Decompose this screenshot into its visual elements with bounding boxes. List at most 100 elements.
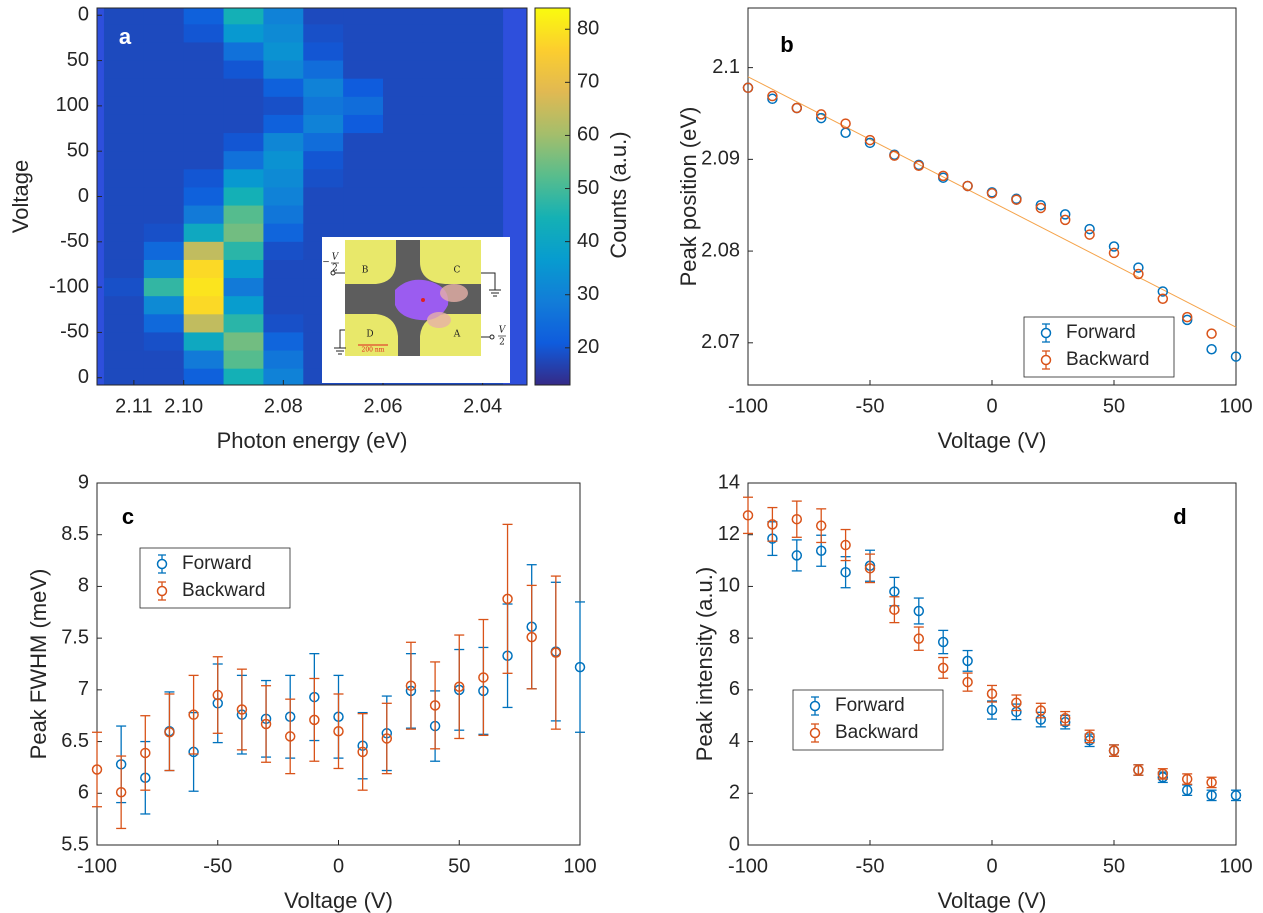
colorbar-tick-label: 60 [577,124,599,146]
y-tick-label: -50 [60,321,89,343]
heatmap-cell [184,187,224,206]
y-tick-label: 100 [56,94,89,116]
x-tick-label: 0 [333,855,344,877]
heatmap-cell [104,79,144,98]
x-tick-label: 2.04 [463,395,502,417]
heatmap-cell [144,79,184,98]
heatmap-cell [383,24,423,43]
heatmap-cell [423,79,463,98]
y-axis-label: Peak FWHM (meV) [26,569,51,760]
heatmap-cell [343,151,383,170]
colorbar-label: Counts (a.u.) [606,131,631,258]
heatmap-cell [383,97,423,116]
heatmap-cell [224,115,264,134]
legend-label: Backward [835,722,918,743]
y-tick-label: 0 [729,833,740,855]
heatmap-cell [224,42,264,61]
heatmap-cell [144,187,184,206]
heatmap-cell [144,314,184,333]
heatmap-cell [303,79,343,98]
y-tick-label: 6 [729,678,740,700]
heatmap-cell [303,133,343,152]
x-tick-label: -100 [728,395,768,417]
heatmap-cell [423,151,463,170]
fit-line [748,77,1236,327]
data-point [1085,230,1094,239]
heatmap-cell [144,6,184,25]
heatmap-cell [224,206,264,225]
data-point [1061,215,1070,224]
data-point [1110,248,1119,257]
colorbar-tick-label: 40 [577,230,599,252]
heatmap-cell [343,115,383,134]
heatmap-cell [184,296,224,315]
heatmap-cell [463,115,503,134]
heatmap-cell [303,187,343,206]
heatmap-cell [383,79,423,98]
legend-label: Forward [835,695,905,716]
heatmap-cell [184,242,224,261]
electrode-label: B [362,266,369,276]
y-axis-label: Peak position (eV) [676,107,701,287]
heatmap-cell [263,42,303,61]
y-tick-label: 8.5 [61,523,89,545]
heatmap-cell [463,6,503,25]
legend-swatch [158,587,167,596]
heatmap-cell [144,206,184,225]
y-tick-label: 4 [729,730,740,752]
heatmap-cell [104,6,144,25]
heatmap-cell [184,206,224,225]
heatmap-cell [463,187,503,206]
heatmap-cell [144,332,184,351]
y-axis-label: Voltage [8,160,33,233]
heatmap-cell [343,24,383,43]
x-axis-label: Voltage (V) [938,888,1047,913]
x-tick-label: 100 [1219,855,1252,877]
heatmap-cell [463,151,503,170]
page: 20304050607080Counts (a.u.)2.112.102.082… [0,0,1263,913]
heatmap-cell [224,260,264,279]
y-tick-label: 9 [78,471,89,493]
heatmap-cell [383,151,423,170]
heatmap-cell [343,6,383,25]
y-tick-label: 2.09 [701,148,740,170]
heatmap-cell [463,61,503,80]
contact [440,284,468,302]
heatmap-cell [184,24,224,43]
y-tick-label: 8 [729,626,740,648]
figure: 20304050607080Counts (a.u.)2.112.102.082… [0,0,1263,913]
heatmap-cell [263,332,303,351]
electrode-label: C [454,266,461,276]
bias-denominator: 2 [499,338,505,348]
x-tick-label: 0 [986,395,997,417]
heatmap-cell [383,42,423,61]
heatmap-cell [263,6,303,25]
heatmap-cell [463,42,503,61]
heatmap-cell [144,260,184,279]
heatmap-cell [263,206,303,225]
heatmap-cell [383,115,423,134]
x-axis-label: Photon energy (eV) [217,428,408,453]
heatmap-cell [104,332,144,351]
heatmap-cell [104,133,144,152]
colorbar-tick-label: 50 [577,177,599,199]
heatmap-cell [343,61,383,80]
heatmap-cell [423,61,463,80]
heatmap-cell [104,296,144,315]
y-tick-label: -50 [60,230,89,252]
electrode [345,240,396,284]
heatmap-cell [104,242,144,261]
heatmap-cell [184,169,224,188]
x-tick-label: 2.08 [264,395,303,417]
heatmap-cell [104,278,144,297]
heatmap-cell [144,115,184,134]
heatmap-cell [224,79,264,98]
heatmap-cell [423,206,463,225]
heatmap-cell [144,42,184,61]
data-point [1207,345,1216,354]
x-tick-label: -50 [856,395,885,417]
x-tick-label: 100 [1219,395,1252,417]
legend-label: Forward [1066,322,1136,343]
heatmap-cell [104,314,144,333]
heatmap-cell [104,61,144,80]
